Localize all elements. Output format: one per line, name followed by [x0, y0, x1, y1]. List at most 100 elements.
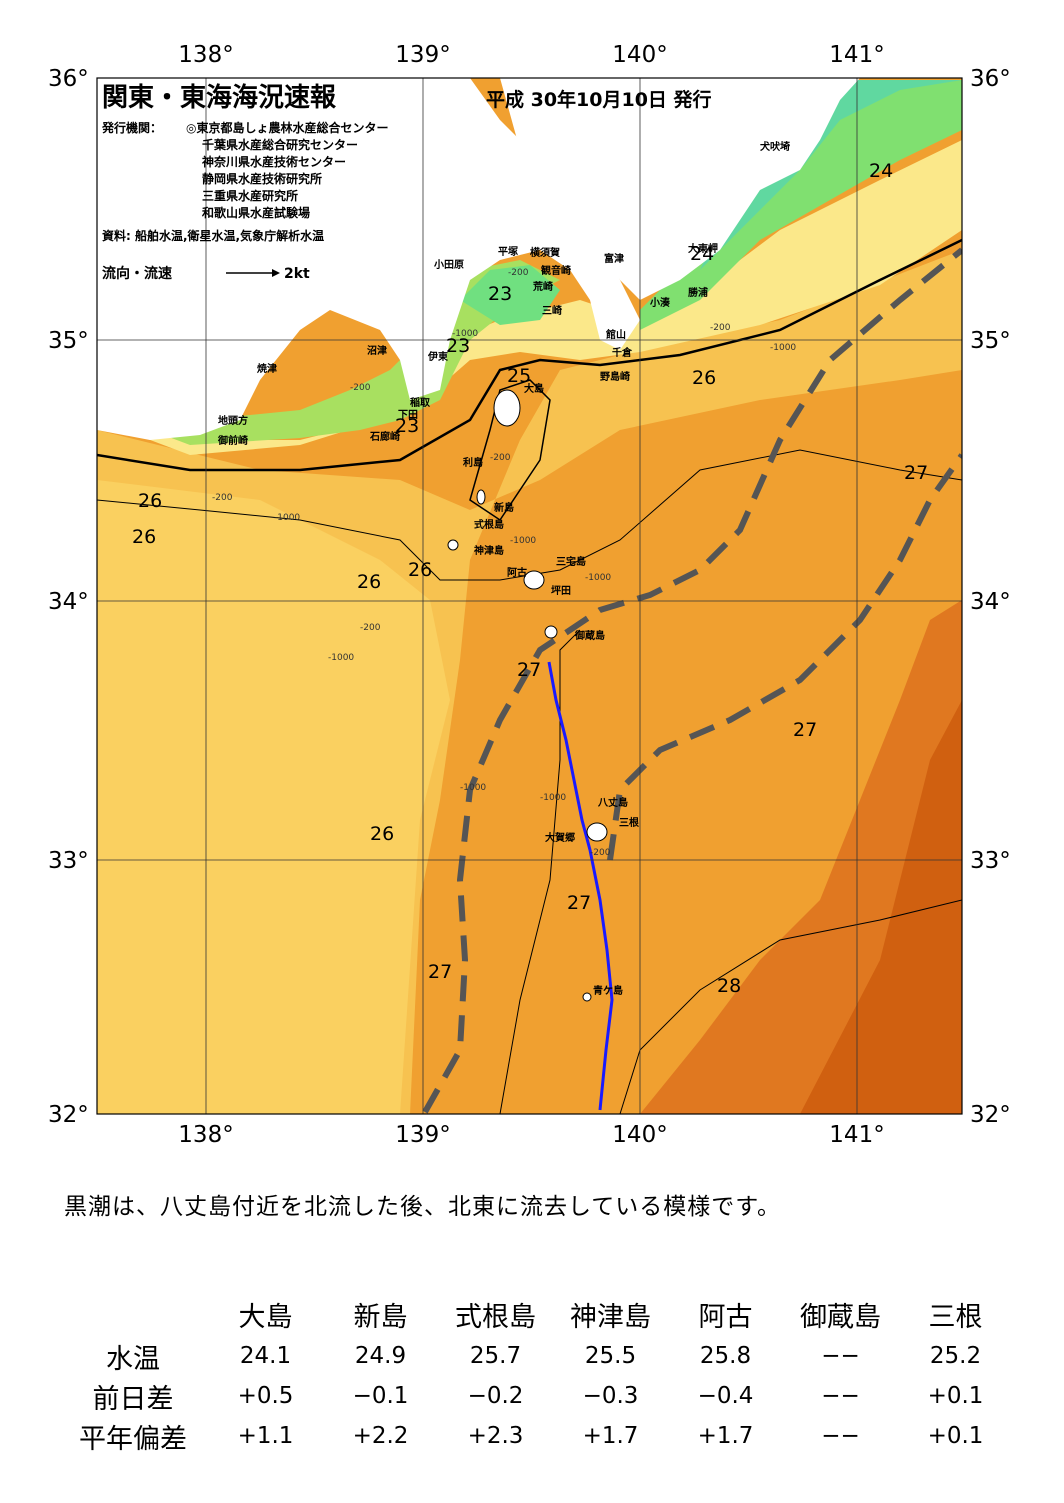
table-cell: −− [821, 1343, 860, 1369]
zone-25-26-west [97, 480, 450, 1114]
depth-contour-label: -1000 [540, 793, 566, 803]
depth-contour-label: -1000 [585, 573, 611, 583]
isotherm-labels: 24 23 24 23 25 26 23 26 26 26 27 26 27 27 27 26 28 27 [132, 160, 928, 997]
isotherm-label: 23 [446, 335, 470, 357]
corner-cell [58, 1292, 208, 1336]
isotherm-label: 23 [395, 415, 419, 437]
station-header: 御蔵島 [800, 1301, 881, 1333]
legend-arrow-head [272, 269, 280, 277]
row-label: 水温 [106, 1343, 160, 1375]
depth-contour-label: -200 [710, 323, 731, 333]
station-header: 式根島 [455, 1301, 536, 1333]
place-name: 観音崎 [541, 264, 571, 277]
place-name: 御蔵島 [574, 629, 605, 642]
place-name: 八丈島 [597, 796, 628, 809]
zone-25 [97, 140, 962, 455]
lat-label-left: 35° [48, 328, 89, 354]
table-cell: +0.5 [237, 1383, 294, 1409]
place-name: 御前崎 [217, 434, 248, 447]
place-name: 富津 [604, 252, 624, 265]
depth-contour-label: -1000 [460, 783, 486, 793]
table-cell: +0.1 [927, 1383, 984, 1409]
table-cell: 24.1 [239, 1343, 292, 1369]
lat-label-right: 34° [970, 589, 1011, 615]
place-name: 下田 [398, 409, 418, 421]
place-name: 大賀郷 [545, 831, 575, 844]
table-cell: 25.8 [699, 1343, 752, 1369]
place-name: 伊東 [427, 350, 448, 363]
ship-track [547, 661, 614, 1111]
issuers-label: 発行機関： [101, 120, 162, 135]
tokai-land [97, 78, 640, 440]
table-row: 水温 24.1 24.9 25.7 25.5 25.8 −− 25.2 [58, 1336, 1013, 1376]
isotherm-label: 27 [793, 719, 817, 741]
legend-scale: 2kt [284, 266, 310, 282]
place-name: 地頭方 [218, 414, 248, 427]
isotherm-label: 26 [132, 526, 156, 548]
place-name: 稲取 [410, 396, 431, 409]
station-header: 大島 [238, 1301, 293, 1333]
aogashima-island [582, 992, 592, 1002]
isotherm-oshima [469, 379, 551, 522]
place-name: 式根島 [474, 518, 504, 531]
isotherm-label: 24 [869, 160, 893, 182]
place-name: 坪田 [551, 584, 571, 597]
place-name: 小田原 [433, 258, 464, 271]
place-name: 三宅島 [556, 555, 586, 568]
depth-contour-label: -1000 [274, 513, 300, 523]
axis-labels: 138° 138° 139° 139° 140° 140° 141° 141° 36° 36° 35… [48, 42, 1011, 1148]
place-name: 大東岬 [688, 242, 718, 255]
isotherm-label: 26 [692, 367, 716, 389]
depth-contour-label: -200 [212, 493, 233, 503]
place-name: 大島 [524, 382, 544, 395]
lat-label-left: 32° [48, 1102, 89, 1128]
lon-label-top: 138° [178, 42, 233, 68]
depth-labels: -200 -200 -200 -1000 -200 -1000 -200 -1000 -1000… [212, 268, 796, 858]
place-name: 館山 [605, 328, 626, 341]
lat-label-right: 36° [970, 66, 1011, 92]
oshima-island [493, 389, 521, 427]
isotherm-27-line [499, 629, 581, 1114]
map-frame [96, 77, 963, 1115]
table-cell: +0.1 [927, 1423, 984, 1449]
station-header: 三根 [928, 1301, 983, 1333]
kanto-land [97, 78, 860, 300]
table-cell: 25.5 [584, 1343, 637, 1369]
isotherm-label: 27 [567, 892, 591, 914]
table-cell: −0.1 [352, 1383, 409, 1409]
place-name: 神津島 [474, 544, 504, 557]
isotherm-label: 28 [717, 975, 741, 997]
place-name: 三崎 [542, 304, 562, 317]
mikura-island [544, 625, 558, 639]
lat-label-left: 34° [48, 589, 89, 615]
table-cell: −− [821, 1383, 860, 1409]
observation-rows: 水温 24.1 24.9 25.7 25.5 25.8 −− 25.2 前日差 +0.5 −0.1 −… [58, 1336, 1013, 1456]
station-header: 神津島 [570, 1301, 651, 1333]
place-name: 三根 [619, 816, 639, 829]
lon-label-bottom: 140° [612, 1122, 667, 1148]
place-name: 石廊崎 [369, 430, 400, 443]
lat-label-right: 32° [970, 1102, 1011, 1128]
lon-label-top: 140° [612, 42, 667, 68]
miyake-island [523, 570, 545, 590]
kozu-island [447, 539, 459, 551]
table-cell: +1.7 [697, 1423, 754, 1449]
place-name: 平塚 [498, 245, 518, 258]
map-area [97, 78, 962, 1114]
station-header: 阿古 [698, 1301, 753, 1333]
depth-contour-label: -1000 [510, 536, 536, 546]
isotherm-label: 25 [507, 365, 531, 387]
lon-label-bottom: 141° [829, 1122, 884, 1148]
place-name: 横須賀 [530, 246, 560, 259]
station-header: 新島 [353, 1301, 408, 1333]
isotherm-label: 26 [138, 490, 162, 512]
lat-label-right: 35° [970, 328, 1011, 354]
lon-label-top: 141° [829, 42, 884, 68]
place-name: 利島 [463, 456, 483, 469]
place-name: 焼津 [257, 362, 277, 375]
zone-24-sagami [460, 265, 560, 325]
table-cell: 25.2 [929, 1343, 982, 1369]
issuer-name: ◎東京都島しょ農林水産総合センター [186, 120, 388, 135]
depth-contour-label: -1000 [770, 343, 796, 353]
